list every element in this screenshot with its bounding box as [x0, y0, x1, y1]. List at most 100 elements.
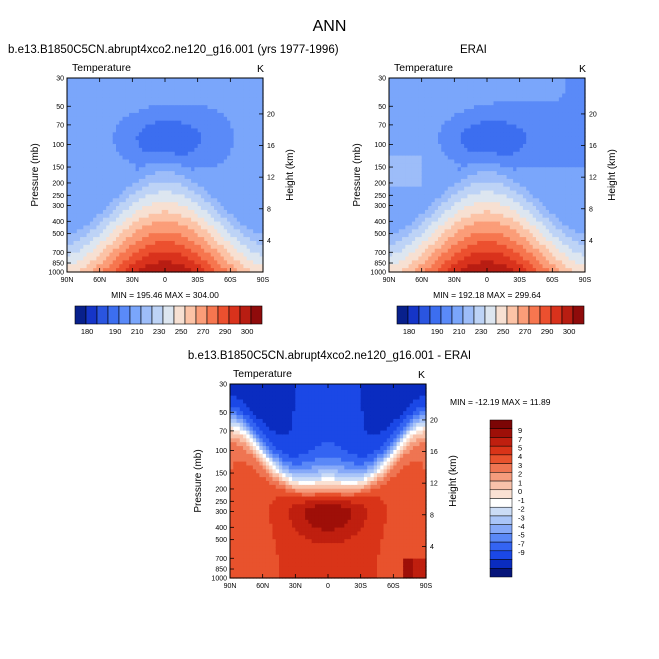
contour-cell — [119, 155, 124, 161]
contour-cell — [171, 78, 176, 83]
contour-cell — [174, 167, 179, 172]
contour-cell — [122, 97, 127, 102]
contour-cell — [464, 217, 468, 223]
contour-cell — [411, 93, 416, 98]
contour-cell — [395, 132, 400, 137]
contour-cell — [460, 159, 465, 164]
contour-cell — [454, 128, 459, 133]
contour-cell — [83, 209, 88, 215]
contour-cell — [171, 237, 176, 242]
contour-cell — [83, 101, 88, 106]
contour-cell — [259, 97, 264, 102]
contour-cell — [444, 109, 449, 114]
contour-cell — [220, 209, 225, 215]
contour-cell — [253, 194, 258, 199]
contour-cell — [513, 97, 517, 102]
contour-cell — [112, 136, 117, 141]
contour-cell — [191, 264, 195, 269]
contour-cell — [171, 194, 176, 199]
contour-cell — [187, 256, 192, 261]
contour-cell — [102, 217, 107, 223]
contour-cell — [210, 167, 215, 172]
contour-cell — [434, 171, 439, 176]
contour-cell — [460, 178, 465, 184]
contour-cell — [421, 252, 426, 258]
contour-cell — [249, 194, 254, 199]
contour-cell — [253, 112, 258, 118]
contour-cell — [174, 202, 179, 207]
contour-cell — [246, 256, 251, 261]
contour-cell — [392, 120, 397, 126]
contour-cell — [408, 221, 413, 227]
contour-cell — [217, 78, 222, 83]
contour-cell — [83, 167, 88, 172]
contour-cell — [460, 105, 465, 110]
contour-cell — [161, 190, 166, 195]
contour-cell — [444, 93, 449, 98]
contour-cell — [187, 143, 192, 149]
contour-cell — [191, 209, 195, 215]
contour-cell — [142, 213, 146, 219]
contour-cell — [99, 198, 104, 203]
contour-cell — [256, 244, 261, 250]
contour-cell — [227, 194, 231, 199]
contour-cell — [86, 186, 91, 192]
contour-cell — [249, 233, 254, 238]
contour-cell — [194, 159, 199, 164]
contour-cell — [457, 147, 462, 153]
contour-cell — [145, 105, 150, 110]
contour-cell — [200, 105, 205, 110]
contour-cell — [116, 268, 120, 273]
contour-cell — [398, 244, 403, 250]
contour-cell — [236, 175, 241, 180]
contour-cell — [236, 237, 241, 242]
contour-cell — [109, 93, 114, 98]
contour-cell — [408, 198, 413, 203]
contour-cell — [109, 178, 114, 184]
contour-cell — [431, 143, 436, 149]
contour-cell — [116, 221, 120, 227]
contour-cell — [418, 182, 423, 188]
contour-cell — [119, 143, 124, 149]
contour-cell — [227, 116, 231, 122]
contour-cell — [168, 178, 173, 184]
contour-cell — [102, 237, 107, 242]
contour-cell — [223, 89, 228, 95]
contour-cell — [148, 213, 153, 219]
contour-cell — [116, 167, 120, 172]
contour-cell — [454, 248, 459, 254]
contour-cell — [73, 140, 78, 145]
contour-cell — [220, 159, 225, 164]
contour-cell — [249, 116, 254, 122]
contour-cell — [99, 248, 104, 254]
contour-cell — [96, 221, 101, 227]
contour-cell — [135, 116, 140, 122]
contour-cell — [395, 128, 400, 133]
contour-cell — [230, 260, 235, 265]
contour-cell — [187, 237, 192, 242]
contour-cell — [256, 186, 261, 192]
contour-cell — [411, 171, 416, 176]
contour-cell — [418, 256, 423, 261]
contour-cell — [457, 198, 462, 203]
contour-cell — [148, 260, 153, 265]
contour-cell — [256, 209, 261, 215]
contour-cell — [99, 225, 104, 230]
contour-cell — [424, 248, 429, 254]
contour-cell — [86, 136, 91, 141]
contour-cell — [431, 101, 436, 106]
contour-cell — [493, 213, 498, 219]
contour-cell — [240, 112, 244, 118]
contour-cell — [184, 252, 189, 258]
contour-cell — [67, 233, 71, 238]
contour-cell — [487, 97, 491, 102]
contour-cell — [402, 124, 406, 130]
contour-cell — [132, 171, 137, 176]
contour-cell — [398, 97, 403, 102]
contour-cell — [210, 171, 215, 176]
contour-cell — [148, 105, 153, 110]
contour-cell — [418, 233, 423, 238]
contour-cell — [434, 97, 439, 102]
contour-cell — [246, 248, 251, 254]
contour-cell — [500, 167, 504, 172]
